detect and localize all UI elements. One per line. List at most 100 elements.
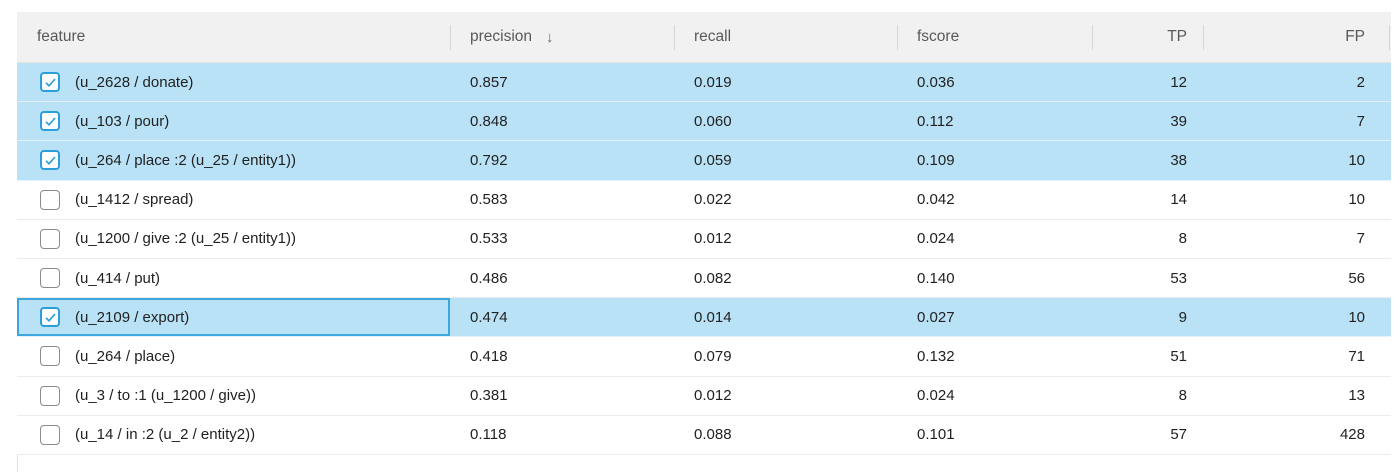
precision-cell: 0.533 (470, 230, 508, 248)
feature-cell[interactable]: (u_1200 / give :2 (u_25 / entity1)) (17, 220, 450, 258)
column-header-tp[interactable]: TP (1092, 12, 1203, 62)
feature-label: (u_2628 / donate) (75, 73, 194, 91)
fp-cell: 10 (1348, 308, 1365, 326)
precision-cell: 0.848 (470, 112, 508, 130)
feature-cell[interactable]: (u_2109 / export) (17, 298, 450, 336)
checkbox-unchecked[interactable] (40, 346, 60, 367)
fp-cell: 71 (1348, 347, 1365, 365)
feature-label: (u_3 / to :1 (u_1200 / give)) (75, 387, 256, 405)
checkmark-icon (44, 115, 57, 128)
feature-cell[interactable]: (u_14 / in :2 (u_2 / entity2)) (17, 416, 450, 454)
feature-cell[interactable]: (u_3 / to :1 (u_1200 / give)) (17, 377, 450, 415)
table-row[interactable]: (u_1412 / spread) 0.583 0.022 0.042 14 10 (17, 180, 1391, 220)
table-body: (u_2628 / donate) 0.857 0.019 0.036 12 2 (u_10… (17, 63, 1391, 455)
feature-label: (u_1200 / give :2 (u_25 / entity1)) (75, 230, 296, 248)
column-header-fscore[interactable]: fscore (897, 12, 1092, 62)
precision-cell: 0.486 (470, 269, 508, 287)
column-header-recall[interactable]: recall (674, 12, 897, 62)
fp-cell: 56 (1348, 269, 1365, 287)
table-row[interactable]: (u_1200 / give :2 (u_25 / entity1)) 0.533… (17, 219, 1391, 259)
table-row[interactable]: (u_3 / to :1 (u_1200 / give)) 0.381 0.012 0… (17, 376, 1391, 416)
feature-cell[interactable]: (u_264 / place :2 (u_25 / entity1)) (17, 141, 450, 179)
recall-cell: 0.060 (694, 112, 732, 130)
recall-cell: 0.082 (694, 269, 732, 287)
recall-cell: 0.022 (694, 191, 732, 209)
sort-descending-icon: ↓ (546, 28, 554, 46)
checkbox-unchecked[interactable] (40, 189, 60, 210)
fscore-cell: 0.024 (917, 387, 955, 405)
column-header-label: fscore (917, 28, 960, 45)
feature-cell[interactable]: (u_103 / pour) (17, 102, 450, 140)
feature-label: (u_2109 / export) (75, 308, 190, 326)
tp-cell: 57 (1170, 426, 1187, 444)
checkbox-unchecked[interactable] (40, 424, 60, 445)
column-header-label: TP (1167, 28, 1187, 45)
checkbox-unchecked[interactable] (40, 385, 60, 406)
tp-cell: 38 (1170, 151, 1187, 169)
column-header-label: recall (694, 28, 732, 45)
precision-cell: 0.418 (470, 347, 508, 365)
precision-cell: 0.474 (470, 308, 508, 326)
feature-label: (u_14 / in :2 (u_2 / entity2)) (75, 426, 256, 444)
feature-label: (u_264 / place) (75, 347, 176, 365)
checkmark-icon (44, 76, 57, 89)
column-header-fp[interactable]: FP (1203, 12, 1383, 62)
fscore-cell: 0.140 (917, 269, 955, 287)
fscore-cell: 0.101 (917, 426, 955, 444)
checkbox-unchecked[interactable] (40, 228, 60, 249)
feature-label: (u_103 / pour) (75, 112, 170, 130)
tp-cell: 51 (1170, 347, 1187, 365)
checkmark-icon (44, 311, 57, 324)
column-header-precision[interactable]: precision ↓ (450, 12, 674, 62)
fscore-cell: 0.024 (917, 230, 955, 248)
feature-cell[interactable]: (u_264 / place) (17, 337, 450, 375)
feature-cell[interactable]: (u_1412 / spread) (17, 181, 450, 219)
fp-cell: 10 (1348, 191, 1365, 209)
table-row[interactable]: (u_414 / put) 0.486 0.082 0.140 53 56 (17, 258, 1391, 299)
checkbox-checked[interactable] (40, 72, 60, 93)
table-row[interactable]: (u_103 / pour) 0.848 0.060 0.112 39 7 (17, 102, 1391, 142)
column-header-feature[interactable]: feature (17, 12, 450, 62)
table-row[interactable]: (u_264 / place) 0.418 0.079 0.132 51 71 (17, 337, 1391, 377)
fp-cell: 10 (1348, 151, 1365, 169)
fscore-cell: 0.042 (917, 191, 955, 209)
tp-cell: 39 (1170, 112, 1187, 130)
table-row[interactable]: (u_14 / in :2 (u_2 / entity2)) 0.118 0.088… (17, 415, 1391, 455)
recall-cell: 0.014 (694, 308, 732, 326)
checkbox-unchecked[interactable] (40, 268, 60, 289)
table-row[interactable]: (u_2109 / export) 0.474 0.014 0.027 9 10 (17, 298, 1391, 338)
tp-cell: 9 (1178, 308, 1187, 326)
checkmark-icon (44, 154, 57, 167)
recall-cell: 0.012 (694, 230, 732, 248)
feature-cell[interactable]: (u_2628 / donate) (17, 63, 450, 101)
tp-cell: 12 (1170, 73, 1187, 91)
tp-cell: 8 (1178, 387, 1187, 405)
table-row[interactable]: (u_2628 / donate) 0.857 0.019 0.036 12 2 (17, 63, 1391, 103)
precision-cell: 0.792 (470, 151, 508, 169)
precision-cell: 0.857 (470, 73, 508, 91)
feature-label: (u_414 / put) (75, 269, 161, 287)
recall-cell: 0.012 (694, 387, 732, 405)
fscore-cell: 0.027 (917, 308, 955, 326)
fscore-cell: 0.109 (917, 151, 955, 169)
fp-cell: 7 (1356, 230, 1365, 248)
feature-label: (u_264 / place :2 (u_25 / entity1)) (75, 151, 296, 169)
tp-cell: 53 (1170, 269, 1187, 287)
fp-cell: 13 (1348, 387, 1365, 405)
column-header-label: feature (37, 28, 86, 45)
fscore-cell: 0.112 (917, 112, 954, 130)
feature-cell[interactable]: (u_414 / put) (17, 259, 450, 297)
table-row[interactable]: (u_264 / place :2 (u_25 / entity1)) 0.792… (17, 141, 1391, 181)
column-header-label: precision (470, 28, 533, 45)
fscore-cell: 0.036 (917, 73, 955, 91)
precision-cell: 0.381 (470, 387, 508, 405)
checkbox-checked[interactable] (40, 111, 60, 132)
feature-label: (u_1412 / spread) (75, 191, 194, 209)
fscore-cell: 0.132 (917, 347, 955, 365)
checkbox-checked[interactable] (40, 307, 60, 328)
checkbox-checked[interactable] (40, 150, 60, 171)
tp-cell: 14 (1170, 191, 1187, 209)
fp-cell: 428 (1339, 426, 1365, 444)
recall-cell: 0.079 (694, 347, 732, 365)
fp-cell: 2 (1356, 73, 1365, 91)
